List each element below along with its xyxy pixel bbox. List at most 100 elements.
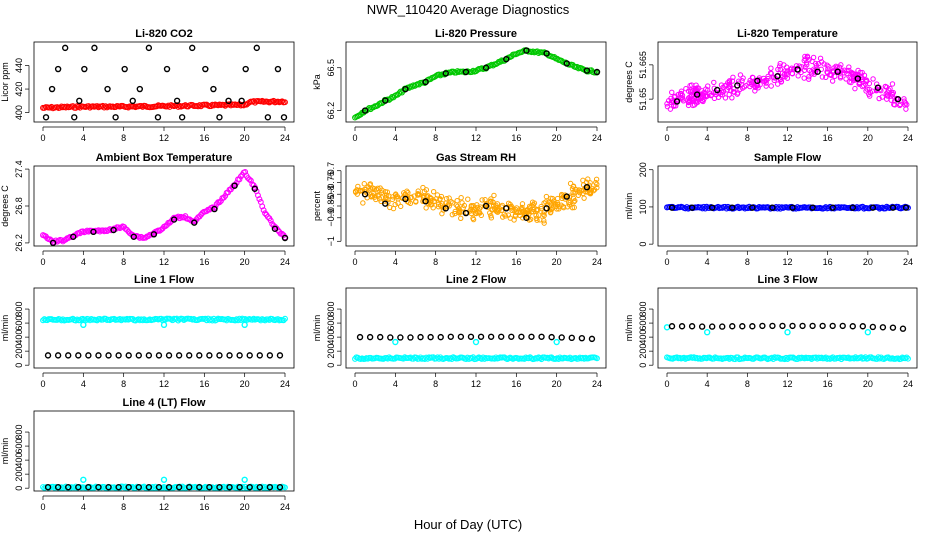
series-2-point [472, 338, 480, 346]
series-3-point [518, 333, 525, 340]
series-2-point [145, 44, 153, 52]
series-1-point [701, 91, 707, 97]
x-tick-label: 20 [863, 257, 873, 267]
series-3-point [366, 333, 374, 341]
series-3-point [407, 334, 414, 341]
series-3-point [447, 333, 454, 340]
series-1-point [370, 191, 377, 197]
y-axis-label: ml/min [312, 315, 322, 342]
x-tick-label: 4 [705, 257, 710, 267]
series-3-point [879, 324, 887, 331]
x-tick-label: 4 [393, 379, 398, 389]
plot-frame [657, 287, 918, 369]
series-3-point [196, 352, 203, 359]
x-tick-label: 20 [240, 502, 250, 512]
series-1-point [778, 79, 784, 85]
x-tick-label: 24 [280, 502, 290, 512]
series-1-point [567, 180, 574, 187]
x-tick-label: 24 [592, 257, 602, 267]
series-1-point [874, 81, 880, 87]
series-1-point [813, 62, 820, 69]
series-1-point [389, 196, 396, 203]
series-1-point [729, 95, 735, 101]
series-2-point [503, 205, 510, 212]
series-2-point [361, 191, 369, 198]
series-1-point [810, 54, 817, 61]
series-1-point [494, 206, 501, 213]
series-3-point [175, 352, 183, 359]
y-tick-label: 420 [14, 82, 24, 97]
series-1-point [571, 199, 577, 205]
series-1-point [267, 217, 274, 224]
series-1-point [405, 199, 412, 206]
y-axis-label: degrees C [624, 61, 634, 103]
series-2-point [729, 204, 736, 211]
series-1-point [519, 201, 526, 207]
series-1-point [700, 98, 706, 105]
series-1-point [264, 214, 271, 220]
series-1-point [889, 81, 896, 87]
plot-area [664, 203, 911, 212]
series-1-point [777, 66, 784, 73]
series-2-point [70, 233, 77, 240]
series-3-point [145, 483, 153, 491]
series-3-point [538, 333, 545, 340]
series-1-point [695, 99, 701, 105]
series-1-point [511, 217, 517, 223]
series-3-point [487, 333, 495, 340]
series-2-point [241, 321, 248, 329]
series-2-point [503, 55, 510, 63]
series-3-point [397, 334, 404, 341]
series-2-point [422, 78, 429, 86]
series-2-point [523, 214, 530, 221]
series-3-point [186, 352, 193, 359]
series-1-point [519, 207, 525, 213]
y-tick-label: 26.2 [14, 234, 24, 252]
series-1-point [465, 196, 471, 202]
series-1-point [570, 183, 577, 189]
series-1-point [889, 91, 896, 98]
panel-1: Li-820 CO2 Licor ppm 0 4 8 12 16 20 24 400 420 440 [0, 28, 295, 143]
x-tick-label: 0 [40, 502, 45, 512]
y-tick-label: 440 [14, 58, 24, 73]
x-tick-label: 8 [745, 379, 750, 389]
series-1-point [384, 189, 391, 195]
x-axis-label: Hour of Day (UTC) [413, 517, 523, 532]
series-1-point [373, 186, 380, 193]
series-1-point [680, 98, 687, 104]
series-3-point [498, 333, 505, 340]
series-1-point [430, 188, 437, 195]
series-1-point [519, 204, 525, 211]
plot-frame [33, 410, 295, 492]
series-2-point [583, 67, 591, 74]
series-2-point [442, 70, 449, 77]
series-1-point [869, 88, 876, 94]
series-1-point [808, 71, 815, 77]
series-1-point [575, 192, 582, 199]
series-1-point [471, 207, 478, 213]
series-3-point [155, 352, 163, 359]
series-3-point [377, 333, 384, 341]
series-1-point [731, 86, 737, 92]
series-1-point [587, 180, 593, 186]
series-1-point [534, 206, 540, 213]
series-1-point [781, 71, 788, 78]
series-2-point [238, 97, 245, 105]
plot-area [40, 315, 288, 359]
plot-frame [33, 165, 295, 247]
series-3-point [417, 333, 424, 341]
series-1-point [541, 220, 547, 226]
panel-title: Sample Flow [754, 152, 822, 164]
series-1-point [801, 75, 807, 81]
series-1-point [541, 200, 547, 206]
series-1-point [396, 90, 403, 97]
series-1-point [691, 102, 698, 108]
series-1-point [664, 103, 671, 110]
y-tick-label: 600 [14, 316, 24, 331]
series-2-point [42, 114, 50, 121]
y-tick-label: 400 [638, 330, 648, 345]
series-1-point [687, 98, 693, 104]
series-1-point [705, 87, 711, 93]
series-1-point [421, 193, 427, 199]
series-2-point [402, 85, 409, 93]
